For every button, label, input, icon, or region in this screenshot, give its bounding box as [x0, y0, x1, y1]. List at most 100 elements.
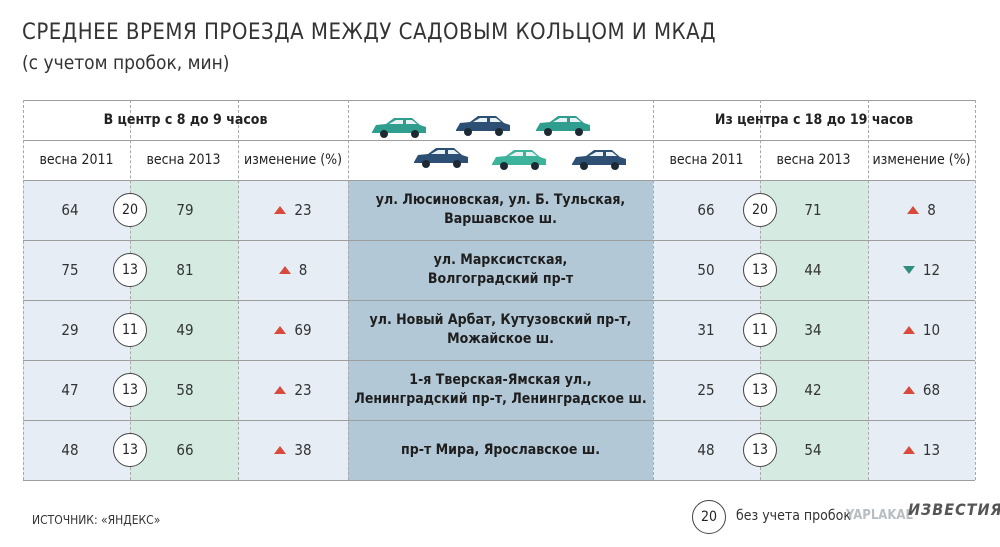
in-change: 8 [238, 240, 348, 300]
column-divider [23, 100, 24, 480]
column-divider [975, 100, 976, 480]
out-2011-value: 48 [697, 441, 715, 459]
column-header-col-change: изменение (%) [243, 152, 343, 168]
out-free-flow-circle: 20 [743, 193, 777, 227]
row-divider [23, 480, 975, 481]
column-header-col-2013: весна 2013 [146, 152, 221, 168]
out-2013-value: 71 [804, 201, 822, 219]
in-change-value: 23 [294, 201, 312, 219]
in-change: 69 [238, 300, 348, 360]
route-line: Волгоградский пр-т [427, 271, 574, 287]
out-2013-value: 44 [804, 261, 822, 279]
out-2013-band [760, 180, 868, 480]
row-divider [23, 360, 975, 361]
in-2013-value: 58 [176, 381, 194, 399]
car-icon [572, 150, 626, 170]
column-header-col-2011: весна 2011 [669, 152, 744, 168]
in-2013-value: 49 [176, 321, 194, 339]
car-icon [492, 150, 546, 170]
route-line: пр-т Мира, Ярославское ш. [401, 441, 600, 458]
column-header-col-change: изменение (%) [872, 152, 971, 168]
left-header: В центр с 8 до 9 часов [103, 112, 268, 128]
out-2011-value: 50 [697, 261, 715, 279]
out-change: 13 [868, 420, 975, 480]
in-2013-value: 79 [176, 201, 194, 219]
legend-label: без учета пробок [736, 508, 851, 524]
route-name: пр-т Мира, Ярославское ш. [348, 420, 653, 480]
route-line: ул. Люсиновская, ул. Б. Тульская, [375, 192, 626, 209]
right-header: Из центра с 18 до 19 часов [714, 112, 914, 128]
in-change-value: 69 [294, 321, 312, 339]
arrow-up-icon [902, 326, 915, 334]
in-change: 23 [238, 360, 348, 420]
car-icon [372, 118, 426, 138]
in-free-flow-circle: 13 [113, 433, 147, 467]
in-2011-value: 29 [61, 321, 79, 339]
route-name: ул. Новый Арбат, Кутузовский пр-т, Можайс… [348, 300, 653, 360]
out-change-value: 12 [922, 261, 941, 279]
in-change-value: 8 [298, 261, 308, 279]
in-2011-value: 75 [61, 261, 79, 279]
cars-illustration [372, 116, 626, 170]
out-2013-value: 34 [804, 321, 822, 339]
column-header-col-2011: весна 2011 [39, 152, 114, 168]
out-2013-value: 42 [804, 381, 822, 399]
column-divider [653, 100, 654, 480]
out-free-flow-circle: 13 [743, 253, 777, 287]
out-free-flow-circle: 13 [743, 433, 777, 467]
chart-subtitle: (с учетом пробок, мин) [22, 52, 230, 74]
out-change: 68 [868, 360, 975, 420]
out-change: 10 [868, 300, 975, 360]
source-note: ИСТОЧНИК: «ЯНДЕКС» [32, 513, 161, 527]
in-free-flow-circle: 13 [113, 253, 147, 287]
route-name: ул. Люсиновская, ул. Б. Тульская, Варшавс… [348, 180, 653, 240]
watermark: YAPLAKAL [846, 508, 913, 523]
arrow-up-icon [274, 326, 287, 334]
in-free-flow-circle: 11 [113, 313, 147, 347]
route-line: Ленинградский пр-т, Ленинградское ш. [354, 391, 647, 407]
out-change-value: 8 [927, 201, 936, 219]
column-divider [348, 100, 349, 480]
arrow-up-icon [274, 206, 287, 214]
out-free-flow-circle: 11 [743, 313, 777, 347]
in-change: 23 [238, 180, 348, 240]
row-divider [23, 420, 975, 421]
route-line: ул. Новый Арбат, Кутузовский пр-т, [369, 312, 632, 329]
in-change-value: 23 [294, 381, 312, 399]
out-change-value: 10 [922, 321, 941, 339]
minivan-icon [456, 116, 510, 136]
route-name: 1-я Тверская-Ямская ул., Ленинградский пр… [348, 360, 653, 420]
out-2011-value: 66 [697, 201, 715, 219]
suv-icon [414, 148, 468, 168]
route-line: 1-я Тверская-Ямская ул., [409, 372, 592, 389]
in-2011-value: 47 [61, 381, 79, 399]
arrow-up-icon [907, 206, 920, 214]
brand-logo: ИЗВЕСТИЯ [908, 500, 1000, 519]
chart-title: СРЕДНЕЕ ВРЕМЯ ПРОЕЗДА МЕЖДУ САДОВЫМ КОЛЬ… [22, 20, 717, 45]
out-change: 12 [868, 240, 975, 300]
arrow-up-icon [274, 386, 287, 394]
row-divider [23, 140, 975, 141]
out-change: 8 [868, 180, 975, 240]
out-2013-value: 54 [804, 441, 822, 459]
in-2011-value: 48 [61, 441, 79, 459]
arrow-up-icon [274, 446, 287, 454]
in-free-flow-circle: 13 [113, 373, 147, 407]
out-change-value: 68 [922, 381, 941, 399]
in-free-flow-circle: 20 [113, 193, 147, 227]
row-divider [23, 180, 975, 181]
out-free-flow-circle: 13 [743, 373, 777, 407]
route-band [348, 180, 653, 480]
column-divider [868, 100, 869, 480]
arrow-up-icon [902, 386, 915, 394]
out-2011-value: 31 [697, 321, 715, 339]
in-2013-value: 66 [176, 441, 194, 459]
in-change-value: 38 [294, 441, 312, 459]
column-divider [760, 100, 761, 480]
route-name: ул. Марксистская, Волгоградский пр-т [348, 240, 653, 300]
column-divider [238, 100, 239, 480]
out-change-value: 13 [922, 441, 941, 459]
in-2013-value: 81 [176, 261, 194, 279]
out-2011-value: 25 [697, 381, 715, 399]
arrow-up-icon [278, 266, 291, 274]
